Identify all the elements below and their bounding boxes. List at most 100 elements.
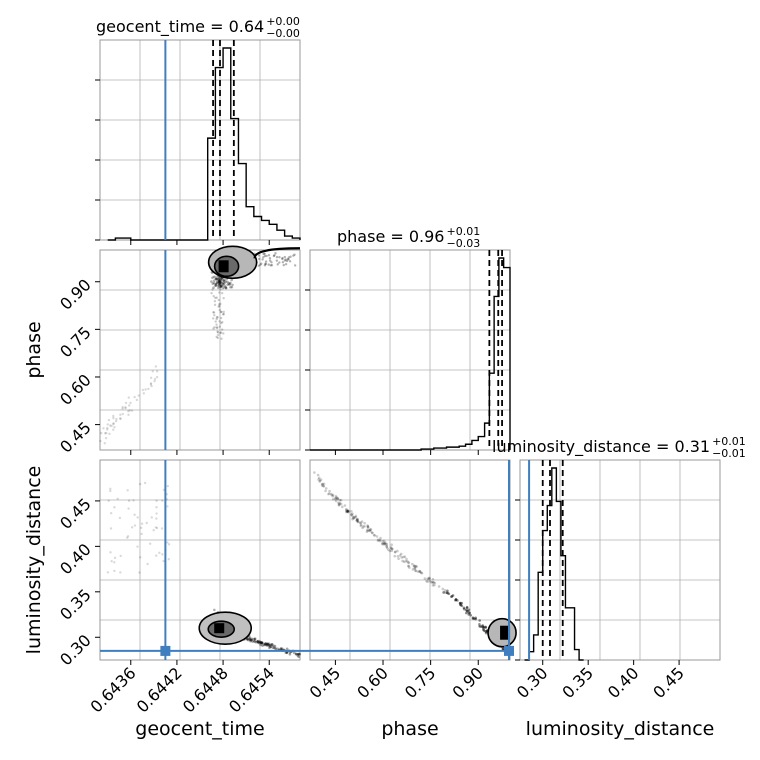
scatter-point	[420, 571, 424, 575]
scatter-point	[359, 524, 363, 528]
scatter-point	[258, 640, 262, 644]
scatter-point	[105, 431, 108, 435]
scatter-point	[458, 601, 462, 605]
scatter-point	[217, 277, 220, 281]
scatter-point	[218, 281, 222, 284]
scatter-point	[366, 526, 370, 529]
scatter-point	[158, 551, 161, 555]
scatter-point	[266, 643, 269, 646]
scatter-point	[126, 536, 129, 539]
scatter-point	[215, 280, 219, 283]
scatter-point	[401, 559, 404, 563]
scatter-point	[126, 489, 129, 492]
scatter-point	[252, 637, 256, 641]
scatter-point	[213, 303, 217, 307]
scatter-point	[355, 519, 359, 522]
scatter-phase-vs-geocent-time	[99, 245, 301, 445]
scatter-point	[147, 387, 150, 391]
scatter-point	[359, 521, 362, 524]
scatter-point	[379, 536, 382, 540]
scatter-point	[264, 642, 268, 645]
scatter-point	[260, 641, 264, 645]
y-axis-label-luminosity-distance: luminosity_distance	[23, 466, 45, 655]
scatter-point	[108, 424, 112, 427]
scatter-point	[118, 516, 122, 520]
scatter-point	[459, 603, 462, 607]
injection-markers	[100, 40, 531, 660]
scatter-point	[257, 639, 260, 643]
scatter-point	[454, 598, 458, 601]
scatter-point	[149, 382, 153, 385]
scatter-point	[262, 643, 266, 646]
scatter-point	[400, 556, 404, 559]
scatter-point	[160, 527, 164, 530]
scatter-point	[418, 569, 422, 573]
scatter-point	[214, 296, 217, 300]
scatter-point	[361, 525, 365, 528]
scatter-point	[140, 532, 143, 536]
scatter-point	[220, 337, 223, 340]
scatter-point	[215, 323, 218, 326]
scatter-point	[415, 565, 418, 569]
scatter-point	[445, 591, 449, 595]
panel-0-0	[99, 39, 301, 241]
scatter-point	[266, 642, 270, 646]
scatter-point	[355, 518, 359, 522]
panel-2-1	[309, 459, 511, 661]
scatter-point	[152, 529, 155, 532]
scatter-point	[433, 583, 436, 587]
scatter-point	[259, 641, 263, 644]
scatter-point	[104, 432, 107, 435]
scatter-point	[109, 527, 113, 530]
scatter-point	[378, 539, 382, 543]
scatter-point	[210, 280, 213, 283]
scatter-point	[106, 426, 109, 430]
scatter-point	[460, 604, 464, 608]
scatter-point	[262, 256, 265, 259]
scatter-point	[351, 517, 354, 521]
hist-luminosity-distance	[515, 460, 584, 661]
scatter-point	[218, 325, 221, 328]
scatter-point	[218, 280, 221, 284]
scatter-point	[218, 320, 221, 323]
scatter-point	[229, 285, 232, 289]
scatter-point	[322, 484, 325, 488]
scatter-point	[149, 376, 153, 380]
scatter-point	[413, 564, 417, 568]
scatter-point	[385, 546, 389, 550]
scatter-point	[361, 526, 364, 530]
scatter-point	[431, 577, 435, 581]
scatter-point	[263, 642, 267, 645]
scatter-point	[271, 644, 275, 648]
scatter-point	[338, 503, 341, 507]
scatter-point	[376, 538, 380, 541]
scatter-point	[210, 291, 213, 295]
scatter-point	[127, 413, 130, 416]
scatter-point	[215, 316, 219, 319]
scatter-point	[126, 535, 130, 538]
scatter-point	[259, 641, 263, 644]
scatter-point	[145, 521, 148, 525]
scatter-point	[345, 508, 348, 512]
scatter-point	[484, 625, 487, 629]
scatter-point	[267, 642, 271, 646]
scatter-point	[408, 566, 411, 569]
scatter-point	[217, 333, 220, 337]
scatter-point	[221, 283, 225, 286]
scatter-point	[222, 279, 226, 283]
scatter-point	[427, 577, 430, 581]
scatter-point	[383, 541, 387, 545]
scatter-point	[430, 580, 434, 584]
scatter-point	[224, 286, 228, 290]
scatter-point	[112, 422, 115, 426]
scatter-point	[109, 551, 112, 554]
scatter-point	[432, 581, 435, 584]
scatter-point	[212, 281, 216, 285]
scatter-point	[293, 253, 296, 256]
scatter-point	[154, 526, 158, 529]
scatter-point	[99, 439, 102, 443]
scatter-point	[162, 559, 165, 563]
scatter-point	[108, 432, 111, 436]
x-axis-label-geocent-time: geocent_time	[135, 718, 264, 740]
scatter-point	[215, 317, 218, 321]
